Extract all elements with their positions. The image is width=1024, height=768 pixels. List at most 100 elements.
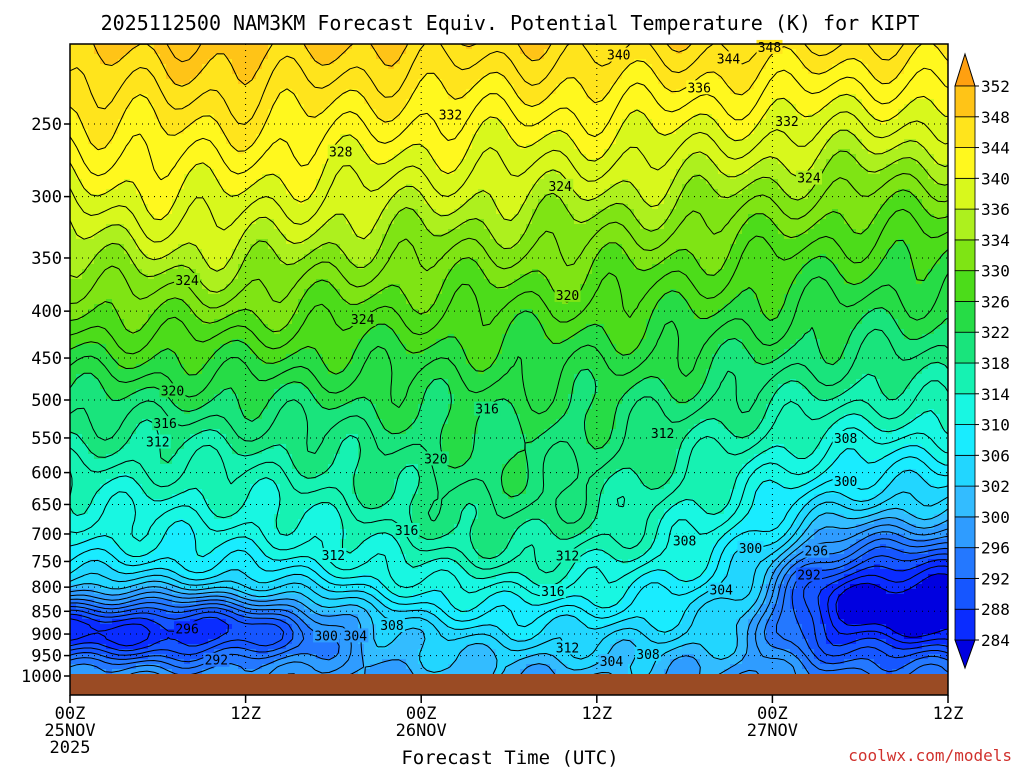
field-cell xyxy=(826,94,833,100)
field-cell xyxy=(904,164,911,170)
field-cell xyxy=(514,129,521,135)
field-cell xyxy=(274,184,281,190)
field-cell xyxy=(472,59,479,65)
field-cell xyxy=(538,89,545,95)
field-cell xyxy=(220,139,227,145)
field-cell xyxy=(244,109,251,115)
field-cell xyxy=(490,44,497,50)
field-cell xyxy=(868,69,875,75)
field-cell xyxy=(868,174,875,180)
field-cell xyxy=(598,194,605,200)
field-cell xyxy=(268,54,275,60)
field-cell xyxy=(184,134,191,140)
field-cell xyxy=(694,134,701,140)
field-cell xyxy=(700,104,707,110)
field-cell xyxy=(118,49,125,55)
field-cell xyxy=(256,104,263,110)
field-cell xyxy=(328,64,335,70)
field-cell xyxy=(160,119,167,125)
field-cell xyxy=(286,89,293,95)
field-cell xyxy=(406,124,413,130)
field-cell xyxy=(652,69,659,75)
field-cell xyxy=(874,159,881,165)
field-cell xyxy=(304,179,311,185)
field-cell xyxy=(430,109,437,115)
field-cell xyxy=(70,174,77,180)
field-cell xyxy=(310,159,317,165)
field-cell xyxy=(832,124,839,130)
field-cell xyxy=(424,139,431,145)
field-cell xyxy=(604,99,611,105)
field-cell xyxy=(172,189,179,195)
field-cell xyxy=(604,104,611,110)
field-cell xyxy=(562,54,569,60)
field-cell xyxy=(868,74,875,80)
field-cell xyxy=(286,69,293,75)
field-cell xyxy=(838,184,845,190)
field-cell xyxy=(376,154,383,160)
field-cell xyxy=(718,114,725,120)
field-cell xyxy=(124,189,131,195)
field-cell xyxy=(490,64,497,70)
field-cell xyxy=(358,54,365,60)
field-cell xyxy=(298,134,305,140)
field-cell xyxy=(634,209,641,215)
field-cell xyxy=(220,204,227,210)
field-cell xyxy=(574,204,581,210)
field-cell xyxy=(676,164,683,170)
field-cell xyxy=(700,154,707,160)
field-cell xyxy=(364,114,371,120)
field-cell xyxy=(478,94,485,100)
field-cell xyxy=(316,194,323,200)
field-cell xyxy=(640,164,647,170)
field-cell xyxy=(358,119,365,125)
field-cell xyxy=(292,44,299,50)
field-cell xyxy=(328,109,335,115)
field-cell xyxy=(898,199,905,205)
field-cell xyxy=(622,179,629,185)
field-cell xyxy=(334,69,341,75)
field-cell xyxy=(256,209,263,215)
field-cell xyxy=(520,159,527,165)
field-cell xyxy=(580,159,587,165)
field-cell xyxy=(232,139,239,145)
field-cell xyxy=(346,164,353,170)
field-cell xyxy=(394,144,401,150)
field-cell xyxy=(538,104,545,110)
field-cell xyxy=(892,109,899,115)
field-cell xyxy=(130,54,137,60)
field-cell xyxy=(700,124,707,130)
field-cell xyxy=(340,44,347,50)
field-cell xyxy=(382,139,389,145)
field-cell xyxy=(76,59,83,65)
field-cell xyxy=(70,189,77,195)
field-cell xyxy=(394,54,401,60)
field-cell xyxy=(502,114,509,120)
field-cell xyxy=(70,164,77,170)
field-cell xyxy=(616,44,623,50)
field-cell xyxy=(670,64,677,70)
field-cell xyxy=(364,129,371,135)
field-cell xyxy=(142,209,149,215)
field-cell xyxy=(166,164,173,170)
field-cell xyxy=(292,129,299,135)
field-cell xyxy=(742,144,749,150)
field-cell xyxy=(700,44,707,50)
field-cell xyxy=(934,144,941,150)
field-cell xyxy=(910,64,917,70)
field-cell xyxy=(622,204,629,210)
field-cell xyxy=(478,79,485,85)
field-cell xyxy=(238,149,245,155)
field-cell xyxy=(304,44,311,50)
field-cell xyxy=(166,184,173,190)
field-cell xyxy=(220,194,227,200)
field-cell xyxy=(676,209,683,215)
field-cell xyxy=(658,109,665,115)
field-cell xyxy=(436,94,443,100)
field-cell xyxy=(340,159,347,165)
field-cell xyxy=(742,84,749,90)
field-cell xyxy=(520,184,527,190)
field-cell xyxy=(94,114,101,120)
field-cell xyxy=(442,144,449,150)
field-cell xyxy=(682,139,689,145)
